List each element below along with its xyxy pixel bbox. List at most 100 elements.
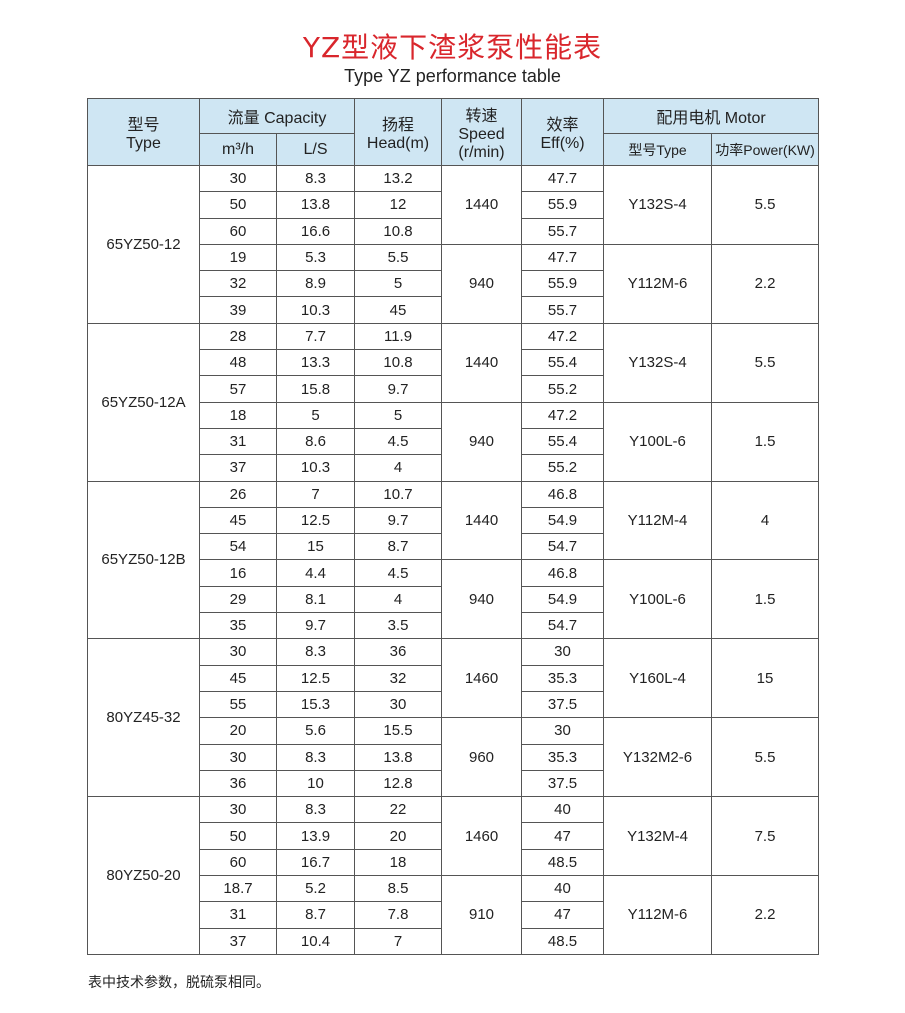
motor-power: 5.5: [711, 717, 820, 798]
efficiency: 46.8: [521, 559, 605, 587]
capacity-m3h: 45: [199, 664, 277, 692]
speed: 1440: [441, 165, 523, 245]
capacity-ls: 8.3: [275, 638, 356, 666]
footnote: 表中技术参数，脱硫泵相同。: [88, 975, 270, 991]
efficiency: 46.8: [521, 480, 605, 508]
model-name: 65YZ50-12B: [87, 480, 200, 640]
speed: 1440: [441, 480, 523, 561]
head: 18: [354, 848, 443, 877]
table-row: 19 5.3 5.5 940 47.7 Y112M-6 2.2: [88, 243, 820, 324]
capacity-ls: 7.7: [275, 322, 356, 351]
capacity-m3h: 18.7: [199, 875, 277, 903]
capacity-ls: 12.5: [275, 506, 356, 535]
capacity-ls: 15.3: [275, 690, 356, 719]
capacity-ls: 13.3: [275, 349, 356, 377]
table-row: 18.7 5.2 8.5 910 40 Y112M-6 2.2: [88, 875, 820, 955]
head: 5: [354, 270, 443, 298]
table-row: 37 10.4 7 48.5: [88, 927, 819, 955]
capacity-ls: 8.7: [275, 901, 356, 929]
capacity-ls: 13.8: [275, 191, 356, 219]
capacity-m3h: 55: [199, 690, 277, 719]
capacity-ls: 10.4: [275, 927, 356, 955]
capacity-m3h: 37: [199, 454, 277, 482]
capacity-ls: 8.3: [275, 796, 356, 824]
capacity-m3h: 30: [199, 164, 277, 193]
table-row: 55 15.3 30 37.5: [88, 690, 819, 719]
efficiency: 40: [521, 875, 605, 903]
header-motor-power: 功率Power(KW): [711, 133, 820, 166]
capacity-m3h: 60: [199, 217, 277, 245]
table-row: 30 8.3 13.8 35.3: [88, 743, 819, 771]
capacity-ls: 5.2: [275, 875, 356, 903]
efficiency: 30: [521, 717, 605, 745]
motor-power: 2.2: [711, 243, 820, 324]
motor-power: 4: [711, 480, 820, 561]
table-row: 32 8.9 5 55.9: [88, 270, 819, 298]
efficiency: 37.5: [521, 690, 605, 719]
motor-type: Y160L-4: [603, 638, 713, 719]
header-type: 型号 Type: [87, 98, 200, 166]
head: 4.5: [354, 427, 443, 456]
capacity-m3h: 36: [199, 769, 277, 798]
head: 20: [354, 822, 443, 850]
efficiency: 47: [521, 901, 605, 929]
capacity-m3h: 50: [199, 191, 277, 219]
motor-type: Y112M-6: [603, 875, 713, 955]
motor-power: 2.2: [711, 875, 820, 955]
performance-table: 型号 Type 流量 Capacity 扬程 Head(m) 转速 Speed (r/m…: [87, 98, 820, 955]
table-row: 36 10 12.8 37.5: [88, 769, 819, 798]
head: 30: [354, 690, 443, 719]
header-capacity: 流量 Capacity: [198, 98, 356, 134]
capacity-ls: 16.6: [275, 217, 356, 245]
capacity-ls: 8.6: [275, 427, 356, 456]
capacity-m3h: 57: [199, 375, 277, 403]
head: 12: [354, 191, 443, 219]
head: 5: [354, 401, 443, 429]
capacity-ls: 15: [275, 533, 356, 561]
capacity-ls: 5: [275, 401, 356, 429]
capacity-ls: 5.3: [275, 243, 356, 272]
head: 36: [354, 638, 443, 666]
capacity-m3h: 39: [199, 296, 277, 324]
head: 4: [354, 585, 443, 614]
motor-type: Y112M-6: [603, 243, 713, 324]
header-ls: L/S: [275, 133, 356, 166]
model-name: 65YZ50-12A: [87, 322, 200, 482]
head: 15.5: [354, 717, 443, 745]
speed: 1460: [441, 638, 523, 719]
motor-power: 5.5: [711, 165, 820, 245]
capacity-ls: 8.1: [275, 585, 356, 614]
capacity-ls: 15.8: [275, 375, 356, 403]
head: 32: [354, 664, 443, 692]
efficiency: 55.2: [521, 375, 605, 403]
motor-power: 15: [711, 638, 820, 719]
capacity-m3h: 18: [199, 401, 277, 429]
head: 22: [354, 796, 443, 824]
header-eff: 效率 Eff(%): [521, 98, 605, 166]
capacity-ls: 5.6: [275, 717, 356, 745]
capacity-m3h: 54: [199, 533, 277, 561]
table-row: 65YZ50-12A 28 7.7 11.9 1440 47.2 Y132S-4 5.5: [87, 322, 820, 482]
table-row: 45 12.5 9.7 54.9: [88, 506, 819, 535]
table-row: 31 8.6 4.5 55.4: [88, 427, 819, 456]
efficiency: 47.2: [521, 401, 605, 429]
table-row: 37 10.3 4 55.2: [88, 454, 819, 482]
table-row: 50 13.8 12 55.9: [88, 191, 819, 219]
capacity-m3h: 28: [199, 322, 277, 351]
efficiency: 37.5: [521, 769, 605, 798]
table-row: 35 9.7 3.5 54.7: [88, 612, 819, 640]
efficiency: 35.3: [521, 664, 605, 692]
head: 11.9: [354, 322, 443, 351]
capacity-m3h: 30: [199, 638, 277, 666]
capacity-m3h: 35: [199, 612, 277, 640]
head: 10.8: [354, 217, 443, 245]
efficiency: 55.7: [521, 217, 605, 245]
capacity-m3h: 45: [199, 506, 277, 535]
table-row: 45 12.5 32 35.3: [88, 664, 819, 692]
capacity-ls: 10: [275, 769, 356, 798]
efficiency: 55.9: [521, 270, 605, 298]
capacity-m3h: 30: [199, 796, 277, 824]
capacity-m3h: 20: [199, 717, 277, 745]
capacity-ls: 10.3: [275, 296, 356, 324]
efficiency: 48.5: [521, 927, 605, 955]
